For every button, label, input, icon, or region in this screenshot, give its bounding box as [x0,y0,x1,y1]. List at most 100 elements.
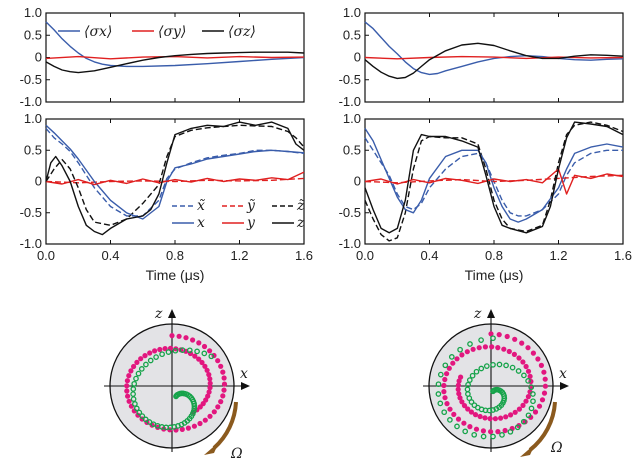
outer-trajectory-point [220,369,226,375]
outer-trajectory-point [498,415,504,421]
inner-trajectory-point [208,353,215,360]
bloch-outer-trajectory [441,331,549,435]
omega-arrowhead [204,442,219,455]
outer-trajectory-point [196,356,202,362]
inner-trajectory-point [490,433,496,440]
legend-label-y: y [246,215,256,231]
legend-label-x: ⟨σx⟩ [84,24,112,40]
bloch-x-label: x [559,366,567,382]
outer-trajectory-point [472,412,479,418]
panel-top-left: 1.0 0.5 0 -0.5 -1.0 [20,5,305,109]
y-tick-label: 1.0 [343,111,361,126]
x-tick-label: 0.8 [485,248,503,263]
inner-trajectory-point [507,428,514,435]
outer-trajectory-point [447,406,453,412]
bloch-sphere-left: z x Ω [104,306,250,462]
outer-trajectory-point [169,333,175,339]
outer-trajectory-point [504,333,510,340]
outer-trajectory-point [124,388,130,394]
outer-trajectory-point [221,381,228,387]
inner-trajectory-point [471,402,478,409]
outer-trajectory-point [197,420,203,427]
series-line-z [364,42,624,80]
outer-trajectory-point [215,404,221,410]
outer-trajectory-point [456,391,462,397]
inner-trajectory-point [435,381,442,388]
inner-trajectory-point [143,361,149,368]
outer-trajectory-point [465,406,471,412]
outer-trajectory-point [204,367,210,373]
inner-trajectory-point [521,372,527,379]
panel-top-right: 1.0 0.5 0 -0.5 -1.0 [339,5,624,109]
x-tick-label: 1.6 [614,248,632,263]
outer-trajectory-point [473,426,480,432]
inner-trajectory-point [528,384,535,391]
inner-trajectory-point [528,405,535,412]
inner-trajectory-point [447,417,453,423]
outer-trajectory-point [202,363,208,369]
outer-trajectory-point [520,359,526,365]
inner-trajectory-point [138,366,145,372]
series-line-y [45,171,305,186]
bloch-x-arrowhead [241,382,250,390]
outer-trajectory-point [519,340,525,346]
outer-trajectory-point [520,402,526,408]
outer-trajectory-point [206,389,212,395]
outer-trajectory-point [495,345,501,351]
outer-trajectory-point [542,376,548,382]
inner-trajectory-point [142,416,149,423]
inner-trajectory-point [159,351,165,358]
inner-trajectory-point [442,362,449,369]
y-tick-label: 1.0 [343,5,361,20]
inner-trajectory-point [153,354,159,360]
outer-trajectory-point [508,412,514,418]
series-line-x [45,21,305,68]
outer-trajectory-point [152,348,158,354]
outer-trajectory-point [511,351,517,357]
outer-trajectory-point [446,365,452,371]
omega-label: Ω [230,446,243,462]
y-tick-label: -0.5 [20,205,42,220]
y-tick-label: 0 [354,50,361,65]
outer-trajectory-point [221,387,227,393]
outer-trajectory-point [516,406,523,412]
outer-trajectory-point [459,352,465,358]
bloch-sphere-right: z x Ω [423,306,569,457]
legends: ⟨σx⟩ ⟨σy⟩ ⟨σz⟩ x̃ ỹ z̃ x y z [58,24,305,231]
outer-trajectory-point [444,401,450,407]
series-line-z-theory [364,121,624,242]
outer-trajectory-point [527,373,533,379]
outer-trajectory-point [503,414,509,420]
omega-arrow [528,401,557,452]
outer-trajectory-point [142,353,148,359]
inner-trajectory-point [130,391,136,397]
outer-trajectory-point [196,340,202,346]
inner-trajectory-point [514,424,521,431]
outer-trajectory-point [541,390,548,396]
inner-trajectory-point [191,403,198,409]
panel-bottom-right: 1.0 0.5 0 -0.5 -1.00.0 0.4 0.8 1.2 1.6 Time (μs) [339,111,632,283]
inner-trajectory-point [496,361,503,368]
outer-trajectory-point [197,404,203,410]
inner-trajectory-point [454,423,460,430]
inner-trajectory-point [435,391,442,397]
outer-trajectory-point [461,420,467,426]
outer-trajectory-point [525,368,532,374]
series-line-y [45,55,305,60]
y-tick-label: 0.5 [24,27,42,42]
outer-trajectory-point [199,359,205,366]
outer-trajectory-point [538,362,545,368]
inner-trajectory-point [530,391,536,397]
outer-trajectory-point [541,369,547,375]
outer-trajectory-point [442,376,448,383]
outer-trajectory-point [470,346,476,352]
outer-trajectory-point [535,356,541,362]
inner-trajectory-point [462,428,469,435]
x-tick-label: 1.6 [295,248,313,263]
inner-trajectory-point [520,418,527,425]
series-line-z [45,51,305,74]
inner-trajectory-point [146,419,153,425]
y-tick-label: 0.5 [24,142,42,157]
outer-trajectory-point [512,336,518,342]
